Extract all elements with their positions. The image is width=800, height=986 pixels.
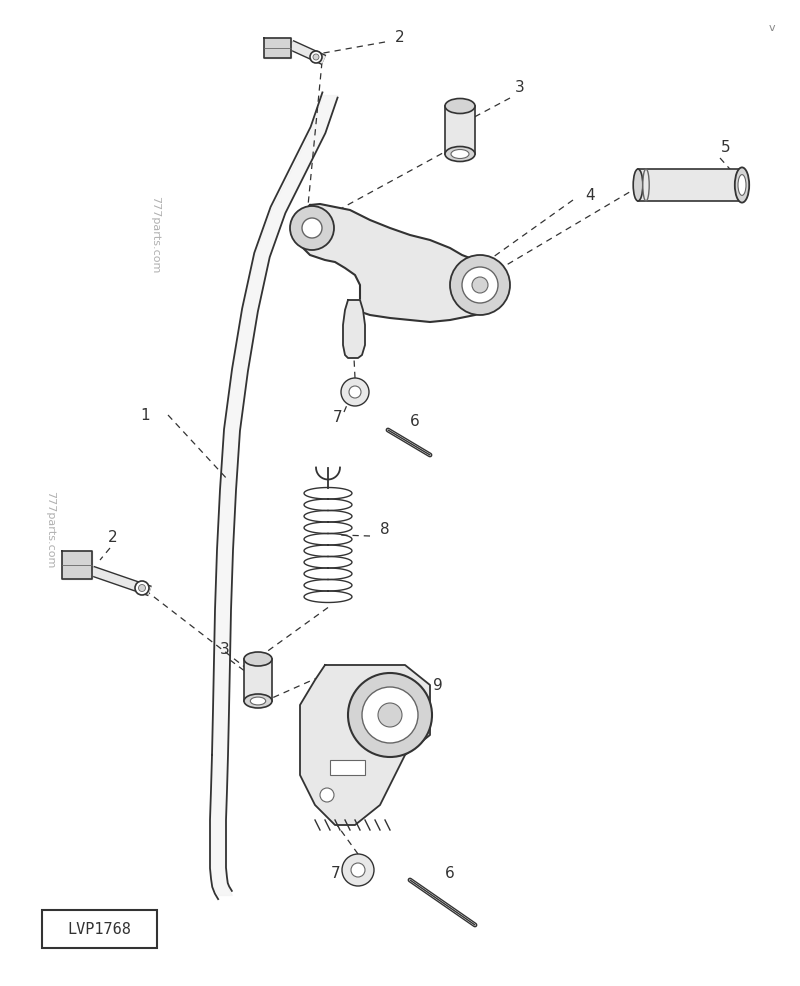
Circle shape <box>349 386 361 398</box>
Text: 4: 4 <box>585 187 595 202</box>
Ellipse shape <box>643 169 650 201</box>
Text: LVP1768: LVP1768 <box>67 922 131 937</box>
Text: 2: 2 <box>108 530 118 545</box>
Ellipse shape <box>244 652 272 666</box>
Circle shape <box>348 673 432 757</box>
Circle shape <box>313 54 319 60</box>
Text: 777parts.com: 777parts.com <box>45 491 55 569</box>
Polygon shape <box>343 300 365 358</box>
Circle shape <box>378 703 402 727</box>
Circle shape <box>362 687 418 743</box>
Ellipse shape <box>451 150 469 159</box>
Ellipse shape <box>244 694 272 708</box>
Ellipse shape <box>445 147 475 162</box>
Circle shape <box>310 51 322 63</box>
Circle shape <box>472 277 488 293</box>
Ellipse shape <box>734 168 750 202</box>
Circle shape <box>351 863 365 877</box>
Text: 7: 7 <box>333 410 343 426</box>
Circle shape <box>450 255 510 315</box>
Text: 6: 6 <box>445 866 455 880</box>
Text: 3: 3 <box>220 643 230 658</box>
Circle shape <box>138 585 146 592</box>
Circle shape <box>135 581 149 595</box>
Polygon shape <box>62 551 92 579</box>
FancyBboxPatch shape <box>42 910 157 948</box>
Bar <box>330 760 365 775</box>
Bar <box>445 106 475 154</box>
Circle shape <box>342 854 374 886</box>
Text: 2: 2 <box>395 31 405 45</box>
Circle shape <box>341 378 369 406</box>
Ellipse shape <box>445 99 475 113</box>
Polygon shape <box>295 204 495 322</box>
Polygon shape <box>264 38 291 58</box>
Text: 777parts.com: 777parts.com <box>150 196 160 274</box>
Bar <box>638 169 742 201</box>
Text: 1: 1 <box>140 407 150 422</box>
Bar <box>244 659 272 701</box>
Ellipse shape <box>738 175 746 195</box>
Circle shape <box>462 267 498 303</box>
Ellipse shape <box>634 169 643 201</box>
Text: 3: 3 <box>515 81 525 96</box>
Text: v: v <box>769 23 775 33</box>
Circle shape <box>290 206 334 250</box>
Text: 8: 8 <box>380 523 390 537</box>
Text: 7: 7 <box>331 866 341 880</box>
Text: 6: 6 <box>410 414 420 430</box>
Text: 5: 5 <box>721 140 731 156</box>
Circle shape <box>302 218 322 238</box>
Polygon shape <box>300 665 430 825</box>
Ellipse shape <box>250 697 266 705</box>
Circle shape <box>320 788 334 802</box>
Text: 9: 9 <box>433 677 443 692</box>
